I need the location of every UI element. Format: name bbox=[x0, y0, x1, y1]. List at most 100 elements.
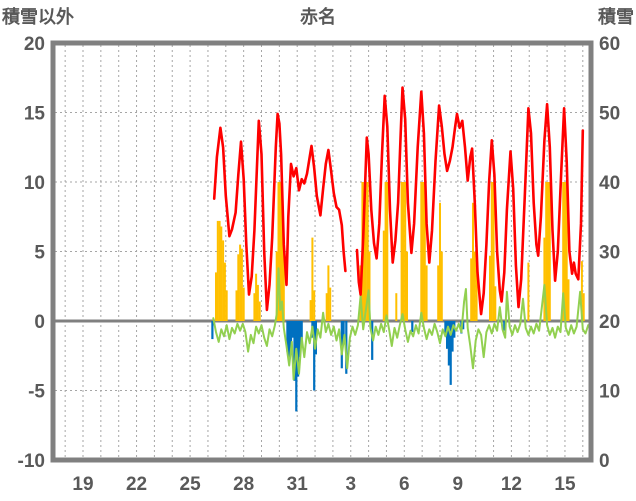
red-line-segment bbox=[355, 86, 585, 316]
left-axis-tick: 5 bbox=[34, 243, 45, 264]
yellow-bars-bar bbox=[386, 182, 389, 321]
yellow-bars-bar bbox=[225, 290, 228, 321]
left-axis-tick: -10 bbox=[18, 451, 45, 472]
x-axis-tick: 15 bbox=[554, 474, 576, 495]
yellow-bars-bar bbox=[527, 262, 530, 321]
yellow-bars-bar bbox=[363, 182, 366, 321]
yellow-bars-bar bbox=[220, 226, 223, 321]
yellow-bars-bar bbox=[437, 265, 440, 321]
blue-bars-bar bbox=[446, 321, 449, 349]
yellow-bars-bar bbox=[239, 244, 242, 321]
right-axis-title: 積雪 bbox=[598, 7, 634, 27]
yellow-bars-bar bbox=[422, 182, 424, 321]
yellow-bars-bar bbox=[311, 237, 314, 321]
yellow-bars-bar bbox=[279, 182, 282, 321]
blue-bars-bar bbox=[451, 321, 454, 352]
yellow-bars-bar bbox=[492, 182, 495, 321]
yellow-bars-bar bbox=[472, 202, 474, 321]
right-axis-tick: 40 bbox=[599, 173, 620, 194]
yellow-bars-bar bbox=[325, 293, 328, 321]
yellow-bars-bar bbox=[309, 300, 312, 321]
yellow-bars-bar bbox=[237, 254, 240, 321]
left-axis-title: 積雪以外 bbox=[2, 7, 74, 27]
yellow-bars-bar bbox=[440, 251, 443, 321]
chart-title: 赤名 bbox=[300, 7, 336, 27]
green-line bbox=[212, 267, 590, 381]
yellow-bars-bar bbox=[368, 251, 371, 321]
yellow-bars-bar bbox=[240, 248, 243, 321]
blue-bars-bar bbox=[411, 321, 414, 333]
yellow-bars-bar bbox=[490, 182, 493, 321]
blue-bars-bar bbox=[288, 321, 291, 363]
yellow-bars-bar bbox=[565, 182, 568, 321]
yellow-bars-bar bbox=[395, 293, 398, 321]
green-line-segment bbox=[212, 267, 590, 381]
blue-bars-bar bbox=[342, 321, 345, 344]
yellow-bars-bar bbox=[425, 265, 428, 321]
left-axis-tick: 10 bbox=[24, 173, 45, 194]
yellow-bars-bar bbox=[489, 255, 491, 321]
blue-bars-bar bbox=[503, 321, 506, 331]
blue-bars-bar bbox=[297, 321, 300, 377]
x-axis-tick: 12 bbox=[501, 474, 522, 495]
yellow-bars-bar bbox=[382, 230, 385, 321]
blue-bars-bar bbox=[293, 321, 296, 381]
yellow-bars-bar bbox=[564, 182, 566, 321]
plot-frame bbox=[50, 40, 594, 463]
yellow-bars-bar bbox=[235, 290, 238, 321]
yellow-bars bbox=[215, 182, 585, 322]
yellow-bars-bar bbox=[384, 182, 387, 321]
yellow-bars-bar bbox=[548, 182, 551, 321]
yellow-bars-bar bbox=[562, 182, 565, 321]
red-line-segment bbox=[212, 112, 347, 312]
yellow-bars-bar bbox=[366, 182, 369, 321]
yellow-bars-bar bbox=[215, 272, 217, 321]
yellow-bars-bar bbox=[277, 182, 280, 321]
yellow-bars-bar bbox=[404, 182, 407, 321]
yellow-bars-bar bbox=[582, 293, 585, 321]
right-axis-tick: 0 bbox=[599, 451, 610, 472]
blue-bars-bar bbox=[313, 321, 316, 391]
yellow-bars-bar bbox=[282, 237, 285, 321]
yellow-bars-bar bbox=[222, 240, 225, 321]
right-axis-tick: 30 bbox=[599, 243, 620, 264]
x-axis-tick: 28 bbox=[233, 474, 254, 495]
yellow-bars-bar bbox=[256, 284, 259, 321]
yellow-bars-bar bbox=[258, 301, 261, 321]
x-axis-tick: 25 bbox=[180, 474, 202, 495]
x-axis-tick: 6 bbox=[399, 474, 410, 495]
blue-bars-bar bbox=[340, 321, 343, 369]
blue-bars-bar bbox=[211, 321, 214, 340]
yellow-bars-bar bbox=[423, 182, 426, 321]
yellow-bars-bar bbox=[255, 273, 258, 321]
left-axis-tick: -5 bbox=[28, 382, 45, 403]
yellow-bars-bar bbox=[439, 202, 441, 321]
blue-bars-bar bbox=[444, 321, 447, 335]
right-axis-tick: 50 bbox=[599, 104, 620, 125]
yellow-bars-bar bbox=[223, 262, 226, 321]
yellow-bars-bar bbox=[545, 182, 548, 321]
yellow-bars-bar bbox=[473, 251, 476, 321]
yellow-bars-bar bbox=[402, 182, 405, 321]
yellow-bars-bar bbox=[281, 182, 283, 321]
x-axis-tick: 31 bbox=[287, 474, 309, 495]
yellow-bars-bar bbox=[420, 182, 423, 321]
yellow-bars-bar bbox=[475, 261, 478, 321]
yellow-bars-bar bbox=[470, 258, 473, 321]
blue-bars-bar bbox=[449, 321, 452, 385]
left-axis-tick: 0 bbox=[34, 312, 45, 333]
yellow-bars-bar bbox=[216, 220, 219, 321]
x-axis-tick: 9 bbox=[453, 474, 464, 495]
yellow-bars-bar bbox=[253, 293, 256, 321]
yellow-bars-bar bbox=[580, 261, 583, 321]
blue-bars-bar bbox=[291, 321, 294, 338]
yellow-bars-bar bbox=[406, 251, 408, 321]
yellow-bars-bar bbox=[327, 265, 330, 321]
blue-bars-bar bbox=[462, 321, 465, 330]
left-axis-tick: 20 bbox=[24, 34, 45, 55]
yellow-bars-bar bbox=[275, 251, 278, 321]
yellow-bars-bar bbox=[364, 182, 367, 321]
blue-bars-bar bbox=[289, 321, 293, 349]
